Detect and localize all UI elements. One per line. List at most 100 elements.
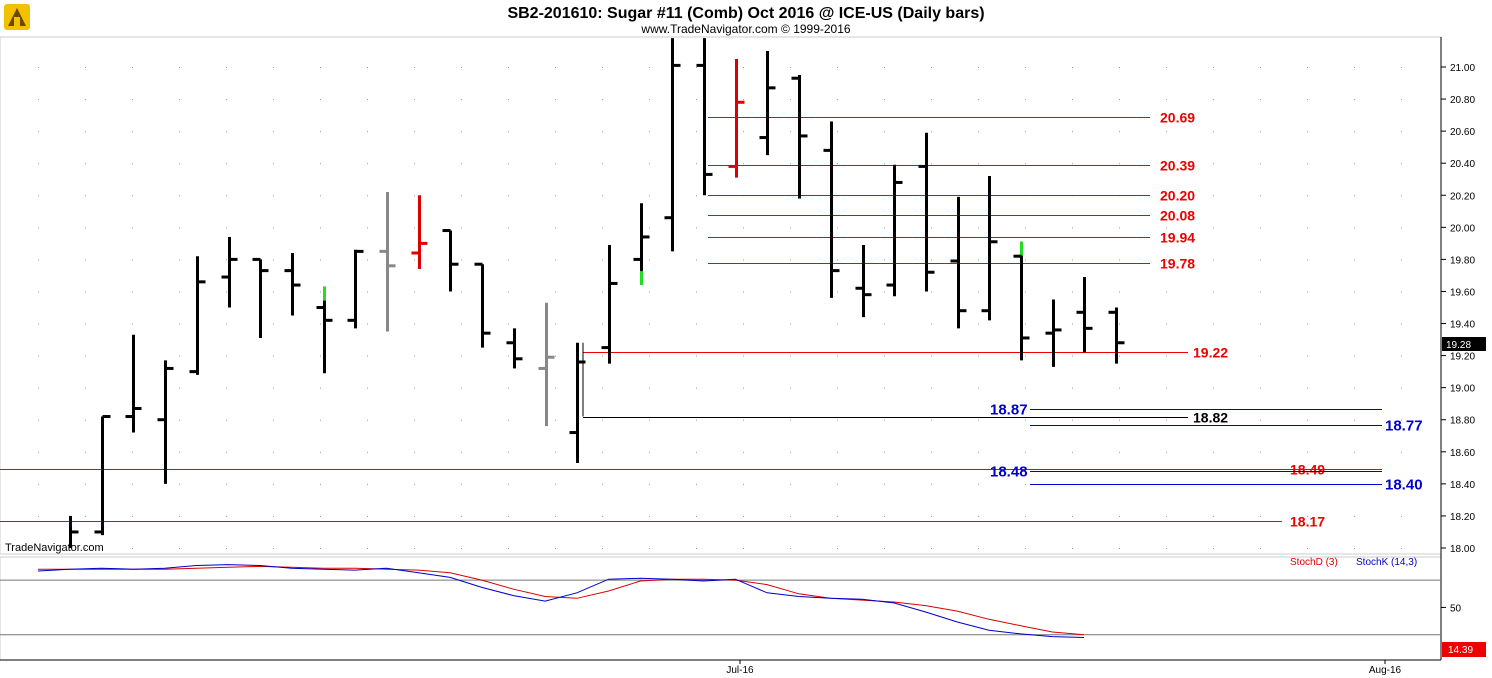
- grid-dot: [931, 419, 932, 421]
- grid-dot: [508, 355, 509, 357]
- grid-dot: [320, 451, 321, 453]
- grid-dot: [1213, 131, 1214, 133]
- grid-dot: [1213, 548, 1214, 549]
- grid-dot: [931, 548, 932, 549]
- grid-dot: [790, 163, 791, 165]
- y-tick-label: 20.40: [1450, 159, 1475, 170]
- grid-dot: [1213, 355, 1214, 357]
- grid-dot: [743, 259, 744, 261]
- ohlc-bar: [601, 244, 618, 364]
- grid-dot: [1025, 483, 1026, 485]
- grid-dot: [273, 131, 274, 133]
- legend-stochk: StochK (14,3): [1356, 557, 1417, 568]
- grid-dot: [1401, 387, 1402, 389]
- grid-dot: [931, 451, 932, 453]
- grid-dot: [555, 67, 556, 68]
- grid-dot: [273, 387, 274, 389]
- grid-dot: [602, 99, 603, 101]
- grid-dot: [85, 323, 86, 325]
- grid-dot: [837, 227, 838, 229]
- grid-dot: [931, 99, 932, 101]
- grid-dot: [931, 131, 932, 133]
- grid-dot: [273, 67, 274, 68]
- grid-dot: [743, 291, 744, 293]
- grid-dot: [85, 195, 86, 197]
- grid-dot: [461, 483, 462, 485]
- grid-dot: [931, 483, 932, 485]
- grid-dot: [837, 163, 838, 165]
- grid-dot: [790, 259, 791, 261]
- grid-dot: [1260, 227, 1261, 229]
- grid-dot: [1166, 259, 1167, 261]
- grid-dot: [1025, 355, 1026, 357]
- grid-dot: [85, 259, 86, 261]
- y-tick-label: 20.80: [1450, 95, 1475, 106]
- grid-dot: [508, 291, 509, 293]
- grid-dot: [837, 419, 838, 421]
- grid-dot: [1354, 387, 1355, 389]
- grid-dot: [226, 515, 227, 517]
- grid-dot: [1260, 419, 1261, 421]
- grid-dot: [1166, 548, 1167, 549]
- grid-dot: [1401, 323, 1402, 325]
- ohlc-bar: [506, 328, 523, 369]
- grid-dot: [1260, 323, 1261, 325]
- grid-dot: [790, 483, 791, 485]
- grid-dot: [1401, 259, 1402, 261]
- grid-dot: [555, 387, 556, 389]
- grid-dot: [273, 451, 274, 453]
- level-label: 20.69: [1160, 110, 1195, 126]
- grid-dot: [38, 131, 39, 133]
- ohlc-bar: [157, 360, 174, 484]
- grid-dot: [132, 451, 133, 453]
- grid-dot: [1307, 387, 1308, 389]
- grid-dot: [132, 195, 133, 197]
- grid-dot: [414, 548, 415, 549]
- grid-dot: [696, 451, 697, 453]
- grid-dot: [414, 323, 415, 325]
- level-lines: 20.69 20.39 20.20 20.08 19.94 19.78 19.22 18.87…: [0, 110, 1423, 530]
- grid-dot: [649, 355, 650, 357]
- grid-dot: [1307, 99, 1308, 101]
- grid-dot: [555, 451, 556, 453]
- grid-dot: [884, 548, 885, 549]
- grid-dot: [1119, 387, 1120, 389]
- grid-dot: [226, 163, 227, 165]
- grid-dot: [1401, 227, 1402, 229]
- level-label: 19.94: [1160, 230, 1195, 246]
- grid-dot: [1072, 131, 1073, 133]
- grid-dot: [1072, 515, 1073, 517]
- grid-dot: [696, 131, 697, 133]
- grid-dot: [1025, 163, 1026, 165]
- y-tick-label: 20.00: [1450, 223, 1475, 234]
- y-tick-label: 20.20: [1450, 191, 1475, 202]
- grid-dot: [931, 387, 932, 389]
- grid-dot: [508, 451, 509, 453]
- grid-dot: [226, 451, 227, 453]
- stochastic-series-line: [37, 564, 1085, 638]
- ohlc-bar: [728, 58, 745, 178]
- grid-dot: [1213, 163, 1214, 165]
- grid-dot: [461, 163, 462, 165]
- grid-dot: [837, 451, 838, 453]
- grid-dot: [743, 515, 744, 517]
- grid-dot: [1025, 451, 1026, 453]
- grid-dot: [602, 387, 603, 389]
- legend-stochd: StochD (3): [1290, 557, 1338, 568]
- grid-dot: [367, 515, 368, 517]
- grid-dot: [461, 99, 462, 101]
- grid-dot: [132, 99, 133, 101]
- grid-dot: [367, 195, 368, 197]
- y-tick-label: 19.60: [1450, 287, 1475, 298]
- grid-dot: [273, 355, 274, 357]
- grid-dot: [931, 163, 932, 165]
- ohlc-bar: [569, 342, 586, 464]
- grid-dot: [743, 451, 744, 453]
- grid-dot: [461, 387, 462, 389]
- level-label: 19.78: [1160, 256, 1195, 272]
- grid-dot: [461, 323, 462, 325]
- stochastic-readout-badge: [1442, 642, 1486, 657]
- grid-dot: [38, 387, 39, 389]
- grid-dot: [649, 195, 650, 197]
